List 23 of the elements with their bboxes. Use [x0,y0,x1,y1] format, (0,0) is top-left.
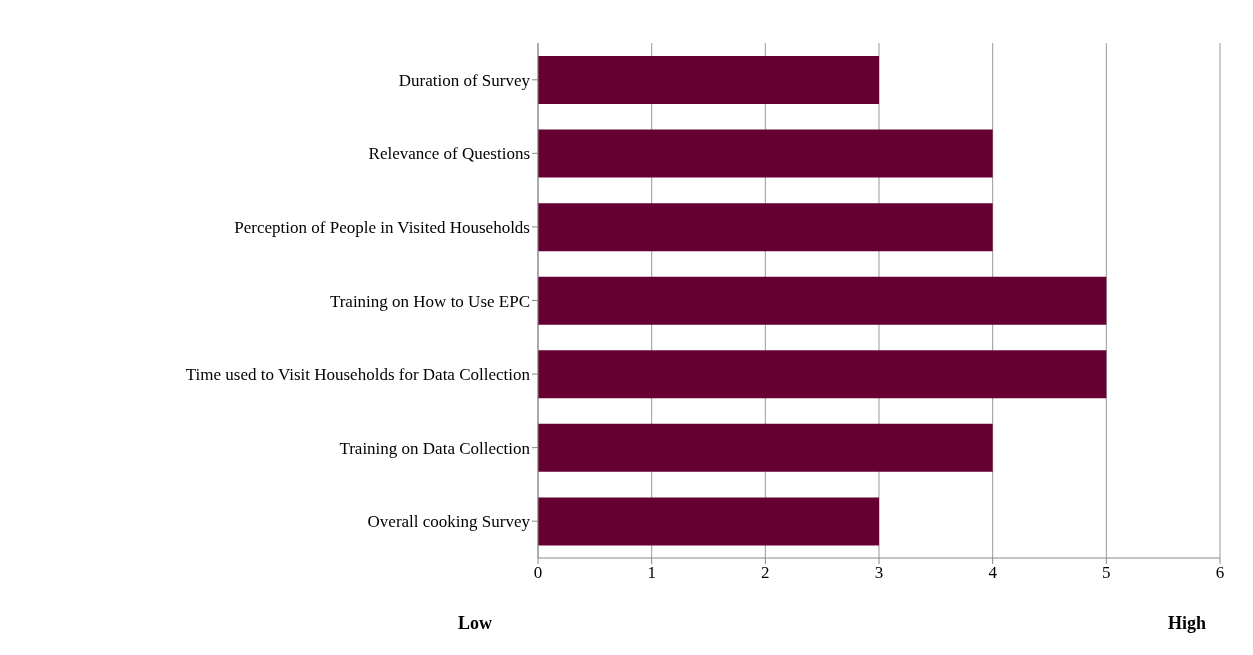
x-tick-label: 6 [1215,563,1225,583]
bar [538,276,1107,325]
bar [538,56,879,104]
text: High [1168,613,1207,634]
text: Low [458,613,493,634]
bar [538,497,879,546]
y-tick-label: Relevance of Questions [368,144,530,164]
bar [538,203,993,252]
x-tick-label: 2 [761,563,770,583]
y-tick-label: Duration of Survey [398,70,531,90]
bar [538,129,993,178]
x-tick-label: 3 [874,563,884,583]
y-tick-label: Training on How to Use EPC [329,291,530,311]
bar [538,350,1107,399]
bar [538,423,993,472]
y-tick-label: Overall cooking Survey [367,512,531,532]
x-tick-label: 4 [988,563,998,583]
x-tick-label: 5 [1102,563,1111,583]
x-tick-label: 1 [647,563,656,583]
y-tick-label: Time used to Visit Households for Data Collection [185,365,531,385]
y-tick-label: Perception of People in Visited Households [234,217,530,237]
x-tick-label: 0 [533,563,543,583]
y-tick-label: Training on Data Collection [339,438,531,458]
